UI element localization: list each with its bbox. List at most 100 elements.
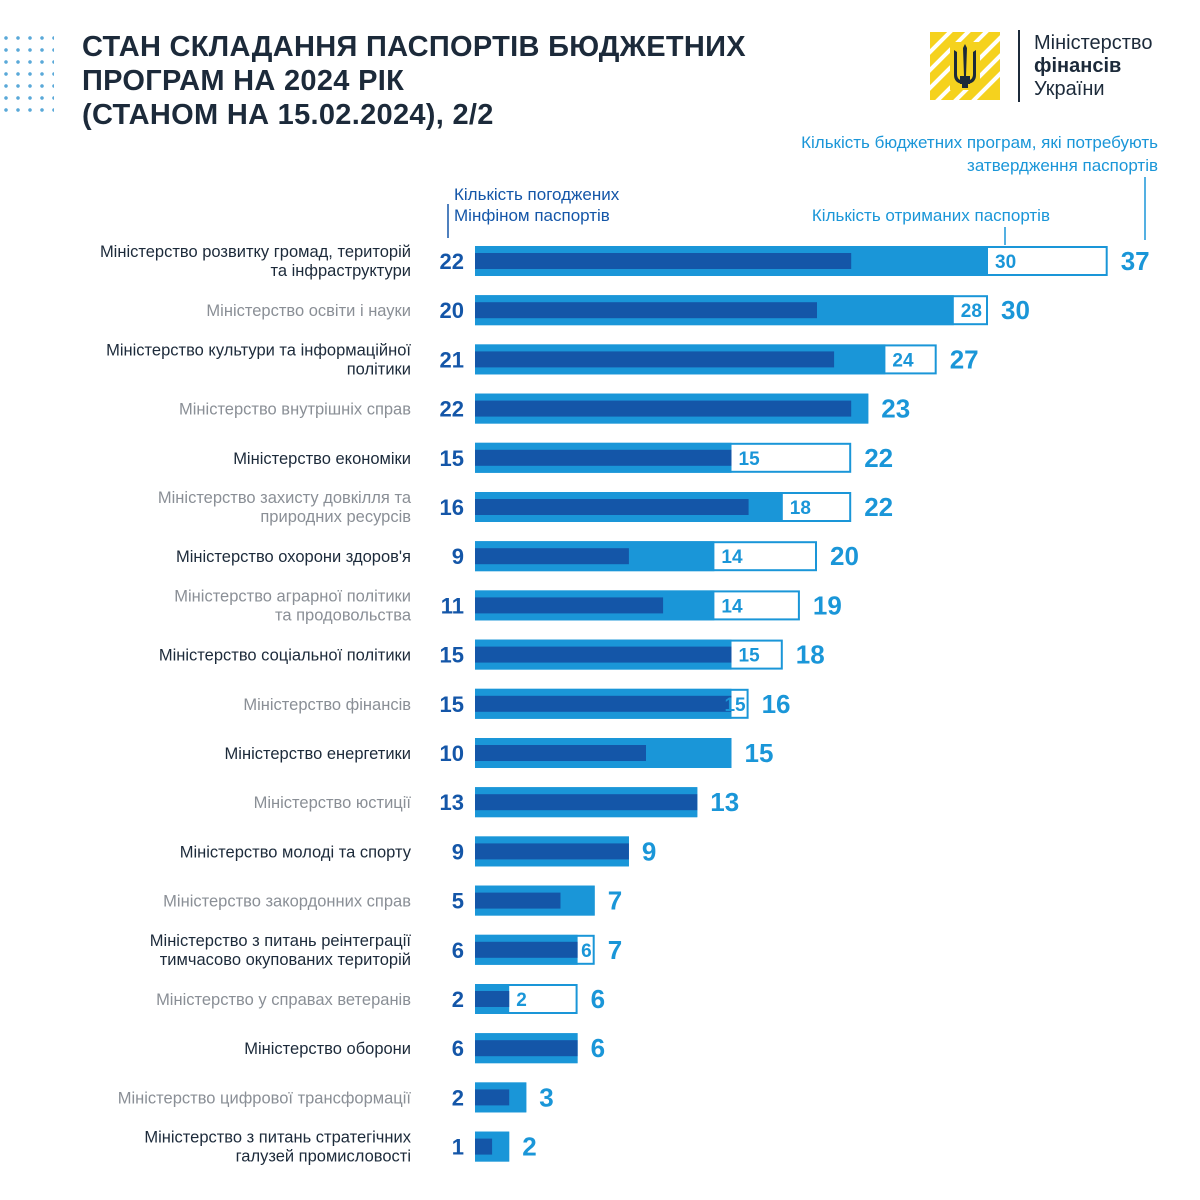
approved-value: 10 xyxy=(440,741,464,766)
page-title: СТАН СКЛАДАННЯ ПАСПОРТІВ БЮДЖЕТНИХ ПРОГР… xyxy=(82,30,746,132)
approved-value: 9 xyxy=(452,839,464,864)
received-value: 28 xyxy=(961,301,982,322)
approved-bar xyxy=(475,548,629,565)
approved-value: 1 xyxy=(452,1135,464,1160)
ministry-label: Міністерство освіти і науки xyxy=(206,302,411,320)
received-value: 14 xyxy=(721,596,743,617)
received-value: 15 xyxy=(724,695,746,716)
ministry-label: Міністерство фінансів xyxy=(243,696,411,714)
total-value: 22 xyxy=(864,443,893,473)
approved-value: 22 xyxy=(440,249,464,274)
approved-value: 15 xyxy=(440,643,464,668)
total-value: 23 xyxy=(881,394,910,424)
total-value: 19 xyxy=(813,590,842,620)
logo-line-1: Міністерство xyxy=(1034,32,1153,54)
approved-value: 16 xyxy=(440,495,464,520)
ministry-label: Міністерство культури та інформаційної xyxy=(106,341,411,359)
ministry-label: та інфраструктури xyxy=(271,262,412,280)
total-value: 7 xyxy=(608,935,622,965)
logo-divider xyxy=(1018,30,1020,102)
approved-value: 11 xyxy=(441,593,464,618)
ministry-label: галузей промисловості xyxy=(236,1148,411,1166)
approved-bar xyxy=(475,991,510,1007)
total-value: 3 xyxy=(539,1082,553,1112)
ministry-label: Міністерство розвитку громад, територій xyxy=(100,243,411,261)
received-value: 18 xyxy=(790,498,811,519)
logo-line-3: України xyxy=(1034,78,1105,100)
approved-bar xyxy=(475,1089,510,1106)
ministry-label: Міністерство цифрової трансформації xyxy=(118,1089,412,1107)
approved-value: 22 xyxy=(440,397,464,422)
approved-value: 2 xyxy=(452,987,464,1012)
received-value: 24 xyxy=(892,350,914,371)
received-value: 14 xyxy=(721,547,743,568)
trident-emblem-icon xyxy=(930,32,1000,100)
total-value: 6 xyxy=(591,984,605,1014)
approved-value: 21 xyxy=(440,347,464,372)
received-value: 6 xyxy=(581,941,592,962)
legend-received: Кількість отриманих паспортів xyxy=(812,206,1050,225)
total-value: 16 xyxy=(762,689,791,719)
approved-bar xyxy=(475,400,852,417)
approved-bar xyxy=(475,302,817,319)
total-value: 20 xyxy=(830,541,859,571)
ministry-label: та продовольства xyxy=(275,606,412,624)
total-value: 7 xyxy=(608,886,622,916)
title-line-3: (СТАНОМ НА 15.02.2024), 2/2 xyxy=(82,99,494,131)
approved-bar xyxy=(475,745,646,761)
ministry-label: Міністерство економіки xyxy=(233,450,411,468)
title-line-2: ПРОГРАМ НА 2024 РІК xyxy=(82,65,405,97)
total-value: 22 xyxy=(864,492,893,522)
logo-line-2: фінансів xyxy=(1034,55,1122,77)
approved-bar xyxy=(475,1040,578,1057)
ministry-label: Міністерство у справах ветеранів xyxy=(156,991,411,1009)
legend-total-line-1: Кількість бюджетних програм, які потребу… xyxy=(801,133,1158,152)
legend-approved-line-2: Мінфіном паспортів xyxy=(454,206,610,225)
ministry-label: тимчасово окупованих територій xyxy=(160,951,411,969)
total-value: 15 xyxy=(745,738,774,768)
approved-bar xyxy=(475,695,732,712)
total-value: 27 xyxy=(950,344,979,374)
ministry-label: Міністерство внутрішніх справ xyxy=(179,401,411,419)
total-value: 6 xyxy=(591,1033,605,1063)
ministry-label: Міністерство охорони здоров'я xyxy=(176,548,411,566)
approved-value: 13 xyxy=(440,790,464,815)
ministry-label: Міністерство оборони xyxy=(244,1040,411,1058)
ministry-label: Міністерство енергетики xyxy=(225,745,411,763)
approved-bar xyxy=(475,499,749,515)
approved-value: 20 xyxy=(440,298,464,323)
approved-value: 2 xyxy=(452,1085,464,1110)
received-value: 15 xyxy=(739,449,761,470)
ministry-label: природних ресурсів xyxy=(260,508,411,526)
total-value: 9 xyxy=(642,836,656,866)
ministry-label: Міністерство з питань стратегічних xyxy=(144,1129,411,1147)
approved-bar xyxy=(475,941,578,958)
ministry-label: Міністерство аграрної політики xyxy=(174,587,411,605)
approved-value: 6 xyxy=(452,938,464,963)
total-value: 2 xyxy=(522,1132,536,1162)
ministry-label: Міністерство соціальної політики xyxy=(159,647,411,665)
total-value: 30 xyxy=(1001,295,1030,325)
approved-bar xyxy=(475,843,629,860)
received-value: 2 xyxy=(516,990,527,1011)
approved-bar xyxy=(475,449,732,466)
approved-bar xyxy=(475,597,664,614)
legend-approved-line-1: Кількість погоджених xyxy=(454,185,620,204)
ministry-label: Міністерство закордонних справ xyxy=(163,893,411,911)
received-value: 30 xyxy=(995,252,1016,273)
logo-text: Міністерство фінансів України xyxy=(1034,32,1152,101)
approved-bar xyxy=(475,646,732,663)
approved-value: 5 xyxy=(452,889,464,914)
total-value: 18 xyxy=(796,640,825,670)
total-value: 37 xyxy=(1121,246,1150,276)
approved-value: 15 xyxy=(440,692,464,717)
title-line-1: СТАН СКЛАДАННЯ ПАСПОРТІВ БЮДЖЕТНИХ xyxy=(82,31,746,63)
approved-value: 9 xyxy=(452,544,464,569)
approved-bar xyxy=(475,1138,493,1155)
approved-value: 6 xyxy=(452,1036,464,1061)
ministry-label: Міністерство юстиції xyxy=(254,794,412,812)
approved-bar xyxy=(475,892,561,909)
decorative-dots xyxy=(0,32,54,120)
ministry-label: Міністерство захисту довкілля та xyxy=(158,489,412,507)
